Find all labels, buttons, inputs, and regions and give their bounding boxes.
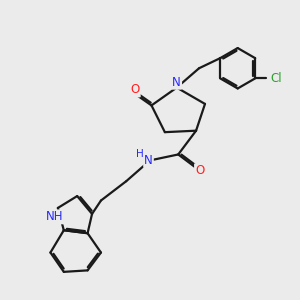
- Text: O: O: [195, 164, 204, 177]
- Text: O: O: [130, 83, 140, 97]
- Text: N: N: [172, 76, 181, 89]
- Text: Cl: Cl: [270, 72, 282, 85]
- Text: N: N: [144, 154, 153, 167]
- Text: NH: NH: [46, 210, 64, 224]
- Text: H: H: [136, 149, 143, 159]
